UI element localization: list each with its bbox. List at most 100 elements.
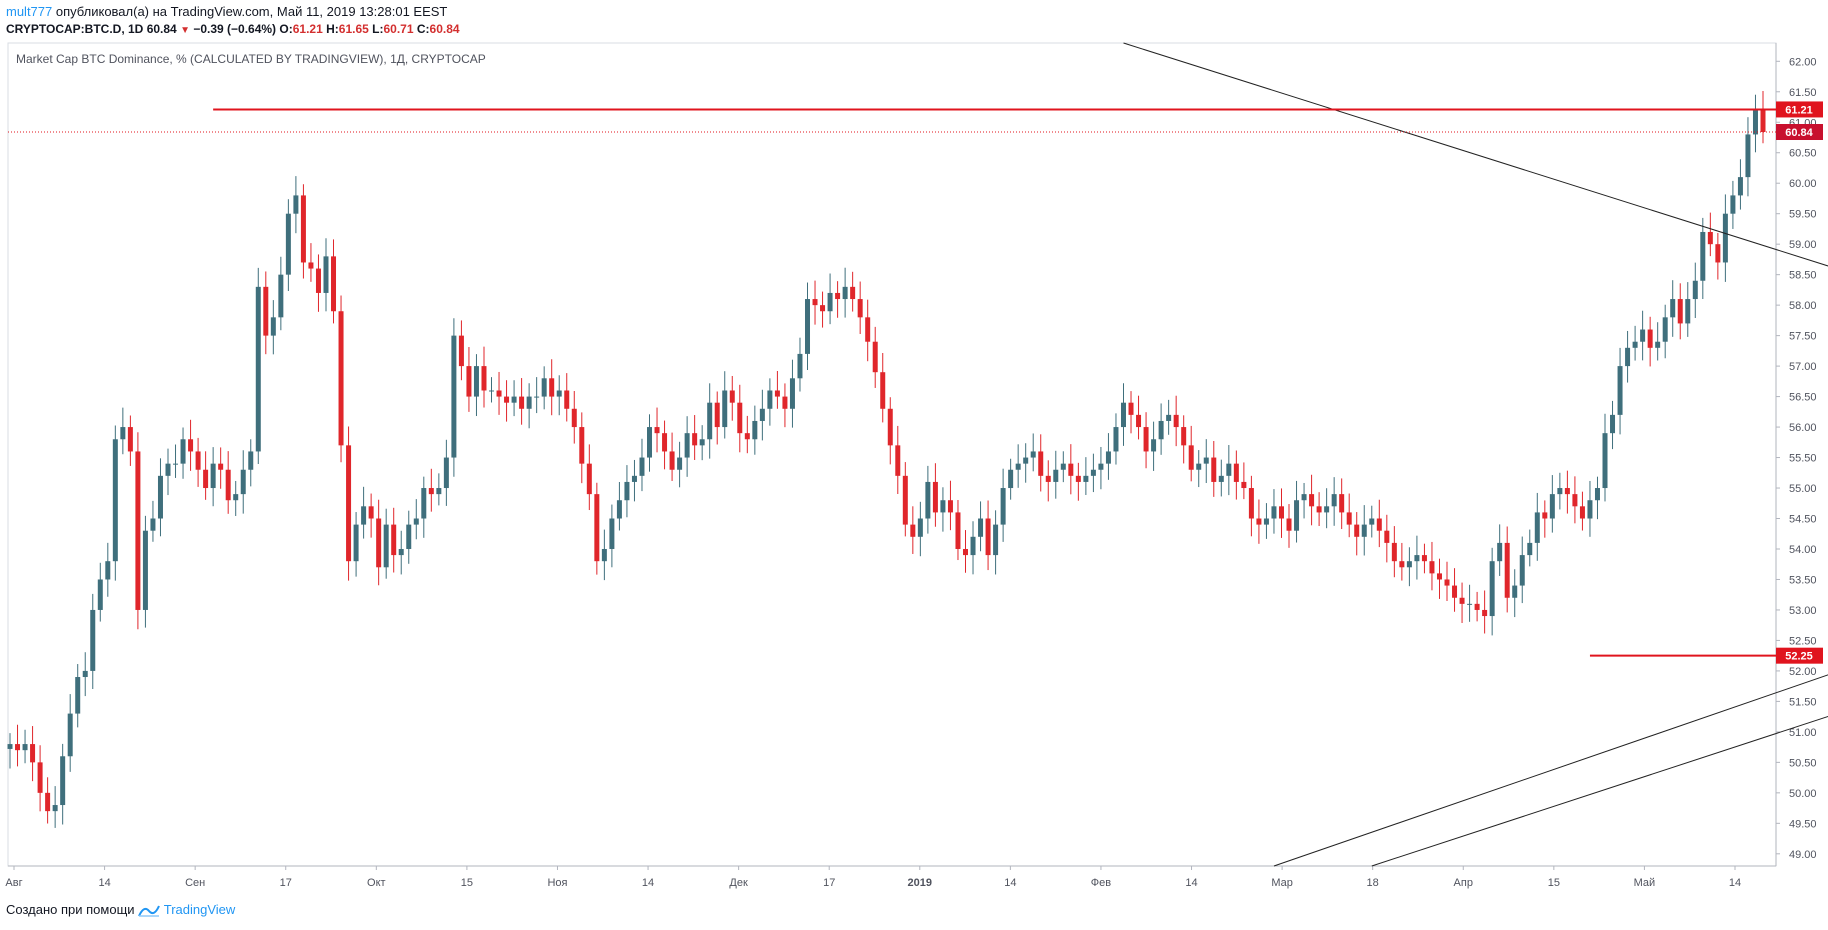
candle-body — [1692, 280, 1698, 300]
x-tick-label: Апр — [1454, 877, 1473, 889]
candle-body — [677, 457, 683, 470]
candle-body — [285, 213, 291, 275]
y-tick-label: 54.50 — [1789, 514, 1817, 526]
candle-body — [820, 305, 826, 312]
author-link[interactable]: mult777 — [6, 4, 53, 19]
candle-body — [1324, 506, 1330, 513]
open-value: 61.21 — [292, 22, 323, 36]
candle-body — [428, 488, 434, 495]
candle-body — [1429, 561, 1435, 574]
candle-body — [1489, 561, 1495, 617]
candle-body — [722, 390, 728, 428]
y-tick-label: 59.50 — [1789, 209, 1817, 221]
candle-body — [1504, 542, 1510, 598]
candle-body — [383, 524, 389, 568]
candle-body — [594, 494, 600, 562]
candle-body — [270, 317, 276, 336]
high-value: 61.65 — [338, 22, 369, 36]
tradingview-link[interactable]: TradingView — [163, 902, 236, 917]
candle-body — [1399, 561, 1405, 568]
x-tick-label: 17 — [280, 877, 292, 889]
candle-body — [639, 457, 645, 476]
candle-body — [376, 518, 382, 568]
x-tick-label: 17 — [823, 877, 835, 889]
candle-body — [1512, 585, 1518, 598]
candle-body — [1519, 555, 1525, 586]
y-tick-label: 52.50 — [1789, 635, 1817, 647]
candle-body — [1459, 597, 1465, 604]
candle-body — [895, 445, 901, 476]
candle-body — [511, 396, 517, 403]
candle-body — [1737, 177, 1743, 196]
candle-body — [1158, 420, 1164, 440]
candle-body — [7, 744, 13, 749]
candle-body — [1075, 475, 1081, 482]
candle-body — [308, 262, 314, 269]
candle-body — [1549, 494, 1555, 519]
y-tick-label: 50.50 — [1789, 757, 1817, 769]
x-tick-label: 15 — [461, 877, 473, 889]
high-label: H: — [326, 22, 339, 36]
candle-body — [1331, 494, 1337, 507]
candle-body — [293, 195, 299, 214]
y-tick-label: 55.00 — [1789, 483, 1817, 495]
candle-body — [564, 390, 570, 409]
candle-body — [105, 561, 111, 580]
candle-body — [707, 402, 713, 440]
candle-body — [1226, 463, 1232, 476]
x-tick-label: Мар — [1271, 877, 1293, 889]
candle-body — [887, 408, 893, 446]
x-tick-label: Май — [1634, 877, 1656, 889]
candle-body — [1421, 555, 1427, 562]
publish-text: опубликовал(а) на TradingView.com, Май 1… — [52, 4, 448, 19]
candle-body — [631, 475, 637, 482]
candle-body — [714, 402, 720, 428]
candle-body — [729, 390, 735, 403]
candle-body — [278, 274, 284, 318]
candle-body — [1008, 469, 1014, 489]
made-with-text: Создано при помощи — [6, 902, 139, 917]
candle-body — [1527, 542, 1533, 556]
candle-body — [797, 353, 803, 379]
candle-body — [1120, 402, 1126, 428]
candle-body — [120, 427, 126, 440]
candle-body — [692, 433, 698, 446]
candle-body — [233, 494, 239, 501]
candle-body — [67, 713, 73, 757]
candle-body — [805, 299, 811, 354]
candle-body — [1406, 561, 1412, 568]
candle-body — [880, 372, 886, 409]
tradingview-logo-icon — [138, 905, 161, 917]
candle-body — [1391, 542, 1397, 562]
x-tick-label: 14 — [642, 877, 654, 889]
candle-body — [865, 317, 871, 342]
candle-body — [1286, 518, 1292, 531]
x-tick-label: 15 — [1548, 877, 1560, 889]
candle-body — [1467, 603, 1473, 605]
candle-body — [609, 518, 615, 549]
symbol-legend: CRYPTOCAP:BTC.D, 1D 60.84 ▼ −0.39 (−0.64… — [6, 22, 460, 36]
candle-body — [1136, 414, 1142, 428]
candle-body — [1376, 518, 1382, 531]
candle-body — [842, 286, 848, 300]
candle-body — [624, 481, 630, 501]
candle-body — [1610, 414, 1616, 434]
candle-body — [1542, 512, 1548, 519]
candle-body — [398, 548, 404, 556]
candle-body — [112, 439, 118, 562]
candle-body — [1557, 488, 1563, 495]
candle-body — [767, 390, 773, 409]
candle-body — [150, 518, 156, 531]
candle-body — [857, 299, 863, 318]
price-label-box — [1776, 647, 1823, 664]
y-tick-label: 58.00 — [1789, 300, 1817, 312]
y-tick-label: 61.50 — [1789, 87, 1817, 99]
candle-body — [519, 396, 525, 409]
candle-body — [1248, 488, 1254, 519]
candle-body — [1188, 445, 1194, 470]
candle-body — [45, 792, 51, 812]
candle-body — [458, 335, 464, 367]
candle-body — [195, 451, 201, 470]
candle-body — [955, 512, 961, 549]
